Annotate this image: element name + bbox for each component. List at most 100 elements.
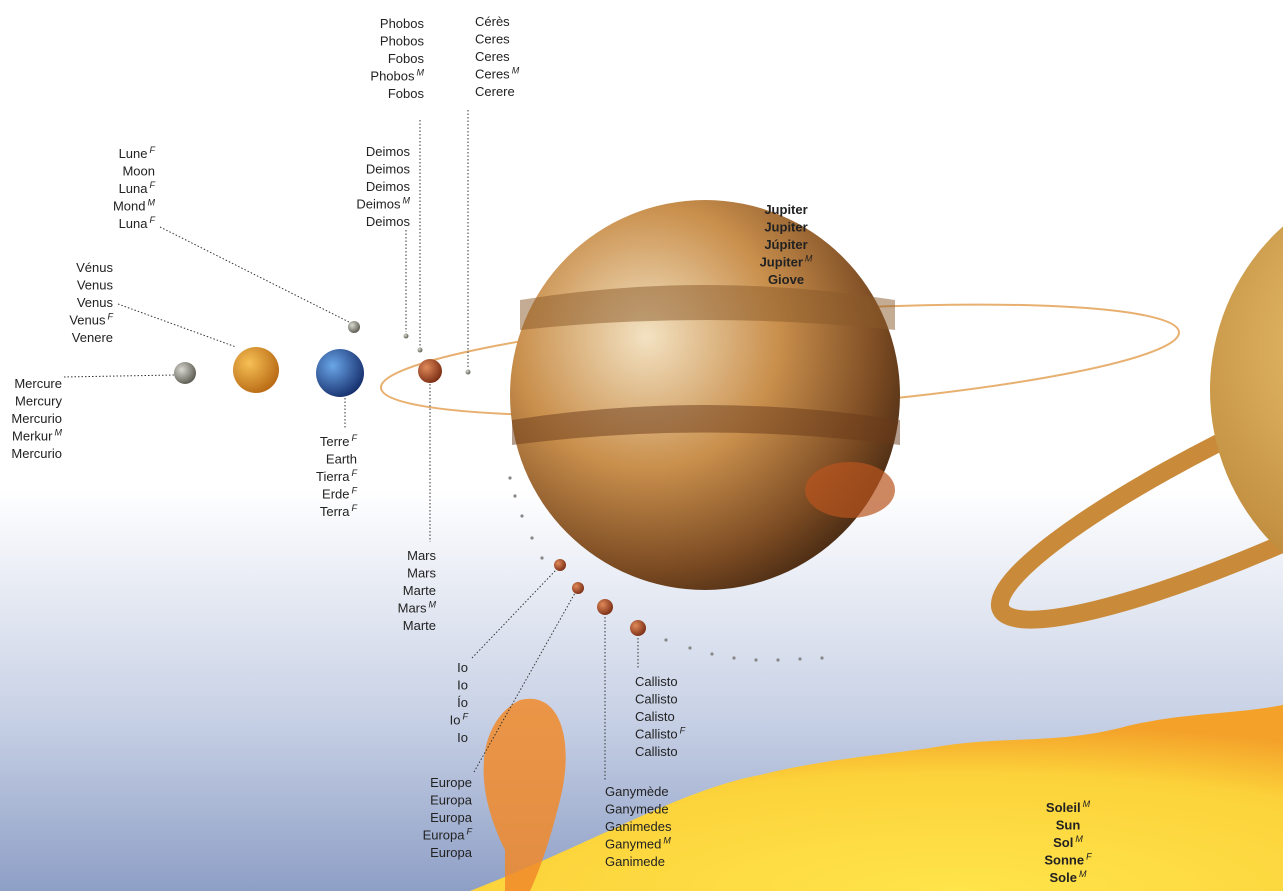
name: Erde [322, 487, 349, 502]
name: Europa [423, 828, 466, 843]
celestial-body [572, 582, 584, 594]
gender: M [663, 836, 671, 846]
celestial-body [316, 349, 364, 397]
name-line: Europa [430, 810, 473, 825]
name-line: Venere [72, 330, 113, 345]
name-line: Terre F [320, 433, 358, 449]
name: Ganimede [605, 854, 665, 869]
name: Fobos [388, 51, 425, 66]
trail-dot [530, 536, 534, 540]
name-group: Mercure Mercury Mercurio Merkur M Mercurio [11, 376, 62, 461]
name-line: Fobos [388, 86, 425, 101]
name: Jupiter [760, 255, 803, 270]
trail-dot [688, 646, 692, 650]
gender: M [512, 66, 520, 76]
trail-dot [520, 514, 524, 518]
name-line: Deimos M [356, 196, 410, 212]
name-line: Sonne F [1044, 852, 1092, 868]
name-line: Marte [403, 583, 436, 598]
name: Sun [1056, 818, 1081, 833]
name: Giove [768, 272, 804, 287]
gender: M [1083, 799, 1091, 809]
name: Terra [320, 504, 350, 519]
name: Ganimedes [605, 819, 672, 834]
name-line: Jupiter [764, 220, 807, 235]
name-line: Fobos [388, 51, 425, 66]
celestial-body [174, 362, 196, 384]
name-line: Callisto [635, 744, 678, 759]
celestial-body [417, 347, 423, 353]
gender: M [403, 196, 411, 206]
name: Vénus [76, 260, 113, 275]
name-line: Mond M [113, 198, 156, 214]
name: Io [457, 678, 468, 693]
name: Deimos [356, 197, 401, 212]
name: Venus [69, 313, 106, 328]
gender: F [352, 468, 358, 478]
gender: M [148, 198, 156, 208]
name-line: Venus [77, 295, 114, 310]
name: Ío [457, 695, 468, 710]
name: Ceres [475, 32, 510, 47]
name-group: Jupiter Jupiter Júpiter Jupiter M Giove [760, 202, 813, 287]
name: Callisto [635, 727, 678, 742]
name: Sonne [1044, 853, 1084, 868]
name-line: Lune F [119, 145, 156, 161]
name-line: Io F [450, 712, 469, 728]
name-line: Giove [768, 272, 804, 287]
name: Venus [77, 278, 114, 293]
gender: M [55, 428, 63, 438]
name: Júpiter [764, 237, 807, 252]
name: Soleil [1046, 800, 1081, 815]
gender: F [150, 145, 156, 155]
name-line: Venus [77, 278, 114, 293]
gender: M [1079, 869, 1087, 879]
name: Io [450, 713, 461, 728]
name: Callisto [635, 744, 678, 759]
name-line: Phobos [380, 34, 425, 49]
name-line: Tierra F [316, 468, 357, 484]
name-line: Soleil M [1046, 799, 1091, 815]
name-group: Ganymède Ganymede Ganimedes Ganymed M Ganimed… [605, 784, 672, 869]
name: Deimos [366, 179, 411, 194]
name: Venere [72, 330, 113, 345]
name-line: Mercure [14, 376, 62, 391]
trail-dot [776, 658, 780, 662]
trail-dot [513, 494, 517, 498]
name-line: Terra F [320, 503, 358, 519]
name: Ganymed [605, 837, 661, 852]
gender: F [680, 726, 686, 736]
name-line: Sol M [1053, 834, 1083, 850]
name: Mars [407, 566, 436, 581]
leader-line [471, 569, 557, 659]
name: Deimos [366, 144, 411, 159]
name-line: Jupiter M [760, 254, 813, 270]
name: Mercure [14, 376, 62, 391]
name-line: Io [457, 678, 468, 693]
name: Io [457, 730, 468, 745]
name: Mars [398, 601, 427, 616]
name: Deimos [366, 162, 411, 177]
name-line: Mercurio [11, 446, 62, 461]
name: Cérès [475, 14, 510, 29]
name: Deimos [366, 214, 411, 229]
name-line: Ganymed M [605, 836, 671, 852]
name-line: Luna F [119, 180, 156, 196]
name-line: Mercurio [11, 411, 62, 426]
name: Europe [430, 775, 472, 790]
name: Jupiter [764, 202, 807, 217]
name-line: Luna F [119, 215, 156, 231]
jupiter [510, 200, 900, 590]
name-line: Moon [122, 164, 155, 179]
name: Callisto [635, 674, 678, 689]
gender: M [429, 600, 437, 610]
name: Europa [430, 810, 473, 825]
name-line: Mars [407, 548, 436, 563]
name-line: Callisto [635, 692, 678, 707]
name: Mercurio [11, 446, 62, 461]
